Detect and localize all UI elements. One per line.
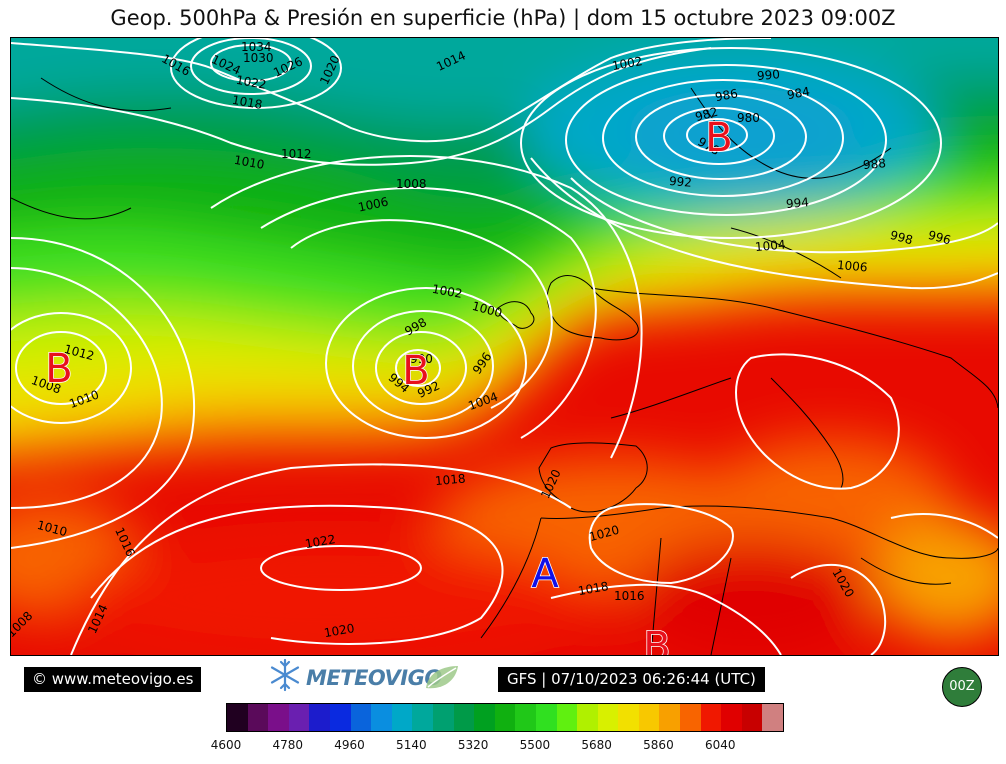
colorbar-swatch	[371, 704, 392, 731]
isobar-label: 1034	[241, 40, 272, 54]
isobar-label: 1022	[235, 73, 268, 92]
copyright-label: © www.meteovigo.es	[24, 667, 202, 692]
low-pressure-marker: B	[45, 346, 72, 392]
isobar-label: 1006	[836, 258, 868, 275]
isobar-label: 980	[737, 111, 760, 125]
isobar-label: 1018	[577, 579, 610, 598]
isobar-label: 982	[694, 105, 720, 124]
isobar-label: 1008	[396, 177, 427, 191]
colorbar-swatch	[268, 704, 289, 731]
colorbar-tick-label: 5680	[581, 738, 612, 752]
leaf-icon	[426, 666, 458, 689]
isobar-label: 1010	[233, 153, 266, 172]
colorbar-tick-label: 5320	[457, 738, 489, 752]
colorbar-swatch	[515, 704, 536, 731]
isobar-label: 1016	[614, 589, 645, 603]
isobar-label: 986	[714, 86, 739, 104]
isobar-label: 1002	[431, 282, 464, 301]
colorbar-swatch	[535, 704, 557, 731]
isobar-label: 992	[668, 174, 692, 190]
isobar-label: 1002	[611, 54, 644, 73]
colorbar-swatch	[659, 704, 681, 731]
colorbar-swatch	[453, 704, 475, 731]
low-pressure-marker: B	[643, 624, 670, 655]
colorbar-tick-label: 4600	[210, 738, 242, 752]
low-pressure-marker: B	[402, 348, 429, 394]
colorbar-swatch	[700, 704, 722, 731]
high-pressure-marker: A	[531, 551, 559, 597]
colorbar-swatch	[350, 704, 372, 731]
colorbar-swatch	[247, 704, 269, 731]
colorbar-swatch	[741, 704, 763, 731]
colorbar-swatch	[577, 704, 598, 731]
model-info-label: GFS | 07/10/2023 06:26:44 (UTC)	[498, 667, 765, 692]
isobar-label: 1020	[323, 621, 356, 640]
colorbar-swatch	[391, 704, 413, 731]
colorbar-swatch	[412, 704, 433, 731]
colorbar-swatch	[597, 704, 619, 731]
isobar-label: 984	[786, 84, 811, 102]
isobar-label: 1030	[243, 51, 274, 65]
colorbar-tick-label: 5500	[519, 738, 551, 752]
colorbar-swatch	[556, 704, 578, 731]
colorbar-swatch	[227, 704, 248, 731]
colorbar-tick-label: 5860	[643, 738, 674, 752]
isobar-label: 998	[889, 228, 915, 247]
logo-text: METEOVIGO	[306, 666, 442, 690]
colorbar-swatch	[494, 704, 516, 731]
isobar-label: 1004	[754, 237, 786, 254]
isobar-label: 994	[785, 195, 809, 211]
isobar-label: 1006	[357, 195, 390, 215]
isobar-label: 1018	[434, 471, 466, 488]
isobar-label: 1018	[231, 93, 264, 112]
isobar-label: 988	[862, 156, 886, 172]
colorbar-swatch	[474, 704, 495, 731]
colorbar-swatch	[309, 704, 330, 731]
colorbar-tick-label: 4780	[272, 738, 304, 752]
colorbar-ticks: 4600 4780 4960 5140 5320 5500 5680 5860 6040	[211, 738, 782, 758]
isobar-label: 990	[410, 352, 433, 366]
colorbar-swatch	[288, 704, 310, 731]
geopotential-field	[11, 38, 998, 655]
isobar-label: 996	[927, 228, 953, 247]
colorbar-swatch	[721, 704, 742, 731]
map-title: Geop. 500hPa & Presión en superficie (hP…	[110, 6, 896, 30]
run-badge: 00Z	[942, 667, 982, 707]
colorbar-swatch	[329, 704, 351, 731]
low-pressure-marker: B	[705, 115, 732, 161]
isobar-label: 1012	[281, 147, 312, 161]
pressure-centers: B B B A B	[45, 114, 734, 655]
colorbar-swatch	[680, 704, 701, 731]
colorbar	[226, 703, 784, 732]
colorbar-swatch	[762, 704, 784, 731]
colorbar-tick-label: 6040	[704, 738, 736, 752]
weather-map: 1016 1034 1030 1026 1024 1022 1018 1020 …	[10, 37, 999, 656]
colorbar-tick-label: 4960	[334, 738, 365, 752]
colorbar-swatch	[432, 704, 454, 731]
map-canvas: 1016 1034 1030 1026 1024 1022 1018 1020 …	[11, 38, 998, 655]
colorbar-tick-label: 5140	[396, 738, 427, 752]
meteovigo-logo: METEOVIGO	[266, 656, 466, 700]
isobar-label: 990	[756, 67, 780, 83]
colorbar-swatch	[638, 704, 660, 731]
colorbar-swatch	[618, 704, 639, 731]
isobars	[11, 38, 998, 655]
snowflake-icon	[270, 658, 300, 692]
isobar-label: 1022	[304, 532, 337, 551]
